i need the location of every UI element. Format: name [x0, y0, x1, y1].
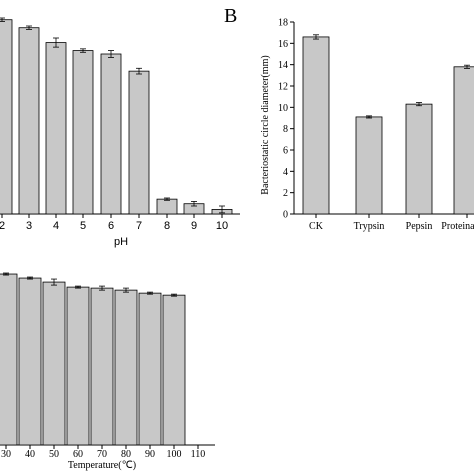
temperature-x-tick-label: 70	[97, 449, 107, 460]
enzyme-y-tick-label: 16	[278, 39, 288, 50]
temperature-bar	[66, 286, 90, 446]
ph-x-axis-label: pH	[114, 236, 128, 248]
enzyme-y-tick-label: 10	[278, 103, 288, 114]
temperature-bar	[90, 287, 114, 446]
ph-bar	[156, 198, 178, 215]
ph-bar	[18, 27, 40, 215]
enzyme-y-tick-label: 8	[283, 124, 288, 135]
enzyme-y-tick-label: 4	[283, 167, 288, 178]
temperature-bar	[18, 277, 42, 446]
enzyme-x-tick-label: Trypsin	[354, 221, 385, 232]
ph-x-tick-label: 3	[26, 220, 32, 232]
enzyme-bar	[302, 36, 330, 215]
enzyme-y-tick-label: 12	[278, 82, 288, 93]
enzyme-x-tick-label: Pepsin	[406, 221, 433, 232]
ph-x-tick-label: 8	[164, 220, 170, 232]
enzyme-y-tick-label: 0	[283, 210, 288, 221]
ph-bar	[128, 70, 150, 215]
temperature-bar	[0, 273, 18, 446]
ph-x-tick-label: 5	[80, 220, 86, 232]
temperature-x-tick-label: 30	[1, 449, 11, 460]
enzyme-y-axis-label: Bacteriostatic circle diameter(mm)	[260, 55, 271, 194]
enzyme-y-tick-label: 18	[278, 18, 288, 29]
panel-letter-b: B	[224, 5, 237, 27]
enzyme-y-tick-label: 6	[283, 146, 288, 157]
temperature-bar	[114, 289, 138, 446]
ph-bar	[100, 53, 122, 215]
temperature-x-tick-label: 50	[49, 449, 59, 460]
ph-x-tick-label: 10	[216, 220, 228, 232]
temperature-x-tick-label: 60	[73, 449, 83, 460]
temperature-x-tick-label: 90	[145, 449, 155, 460]
enzyme-bar	[453, 66, 474, 215]
temperature-x-tick-label: 40	[25, 449, 35, 460]
temperature-x-tick-label: 110	[191, 449, 206, 460]
ph-x-tick-label: 6	[108, 220, 114, 232]
ph-chart: pH 2 3 4 5 6 7 8 9 10	[0, 17, 240, 248]
temperature-bar	[138, 292, 162, 446]
temperature-x-axis-label: Temperature(℃)	[68, 460, 136, 471]
enzyme-bar	[355, 116, 383, 215]
ph-x-tick-label: 4	[53, 220, 59, 232]
temperature-chart: Temperature(℃) 30 40 50 60 70 80 90 100 110	[0, 272, 215, 471]
enzyme-chart: Bacteriostatic circle diameter(mm) 0 2 4 6 8…	[260, 18, 474, 232]
ph-x-tick-label: 7	[136, 220, 142, 232]
enzyme-y-tick-label: 14	[278, 60, 288, 71]
ph-bar	[72, 50, 94, 215]
temperature-x-tick-label: 80	[121, 449, 131, 460]
enzyme-x-tick-label: CK	[309, 221, 324, 232]
temperature-bar	[162, 294, 186, 446]
enzyme-x-tick-label: Proteinase K	[441, 221, 474, 232]
enzyme-bar	[405, 103, 433, 215]
ph-x-tick-label: 2	[0, 220, 5, 232]
enzyme-y-tick-label: 2	[283, 188, 288, 199]
ph-bar	[0, 19, 13, 215]
temperature-x-tick-label: 100	[167, 449, 182, 460]
ph-x-tick-label: 9	[191, 220, 197, 232]
ph-bar	[45, 42, 67, 215]
temperature-bar	[42, 281, 66, 446]
